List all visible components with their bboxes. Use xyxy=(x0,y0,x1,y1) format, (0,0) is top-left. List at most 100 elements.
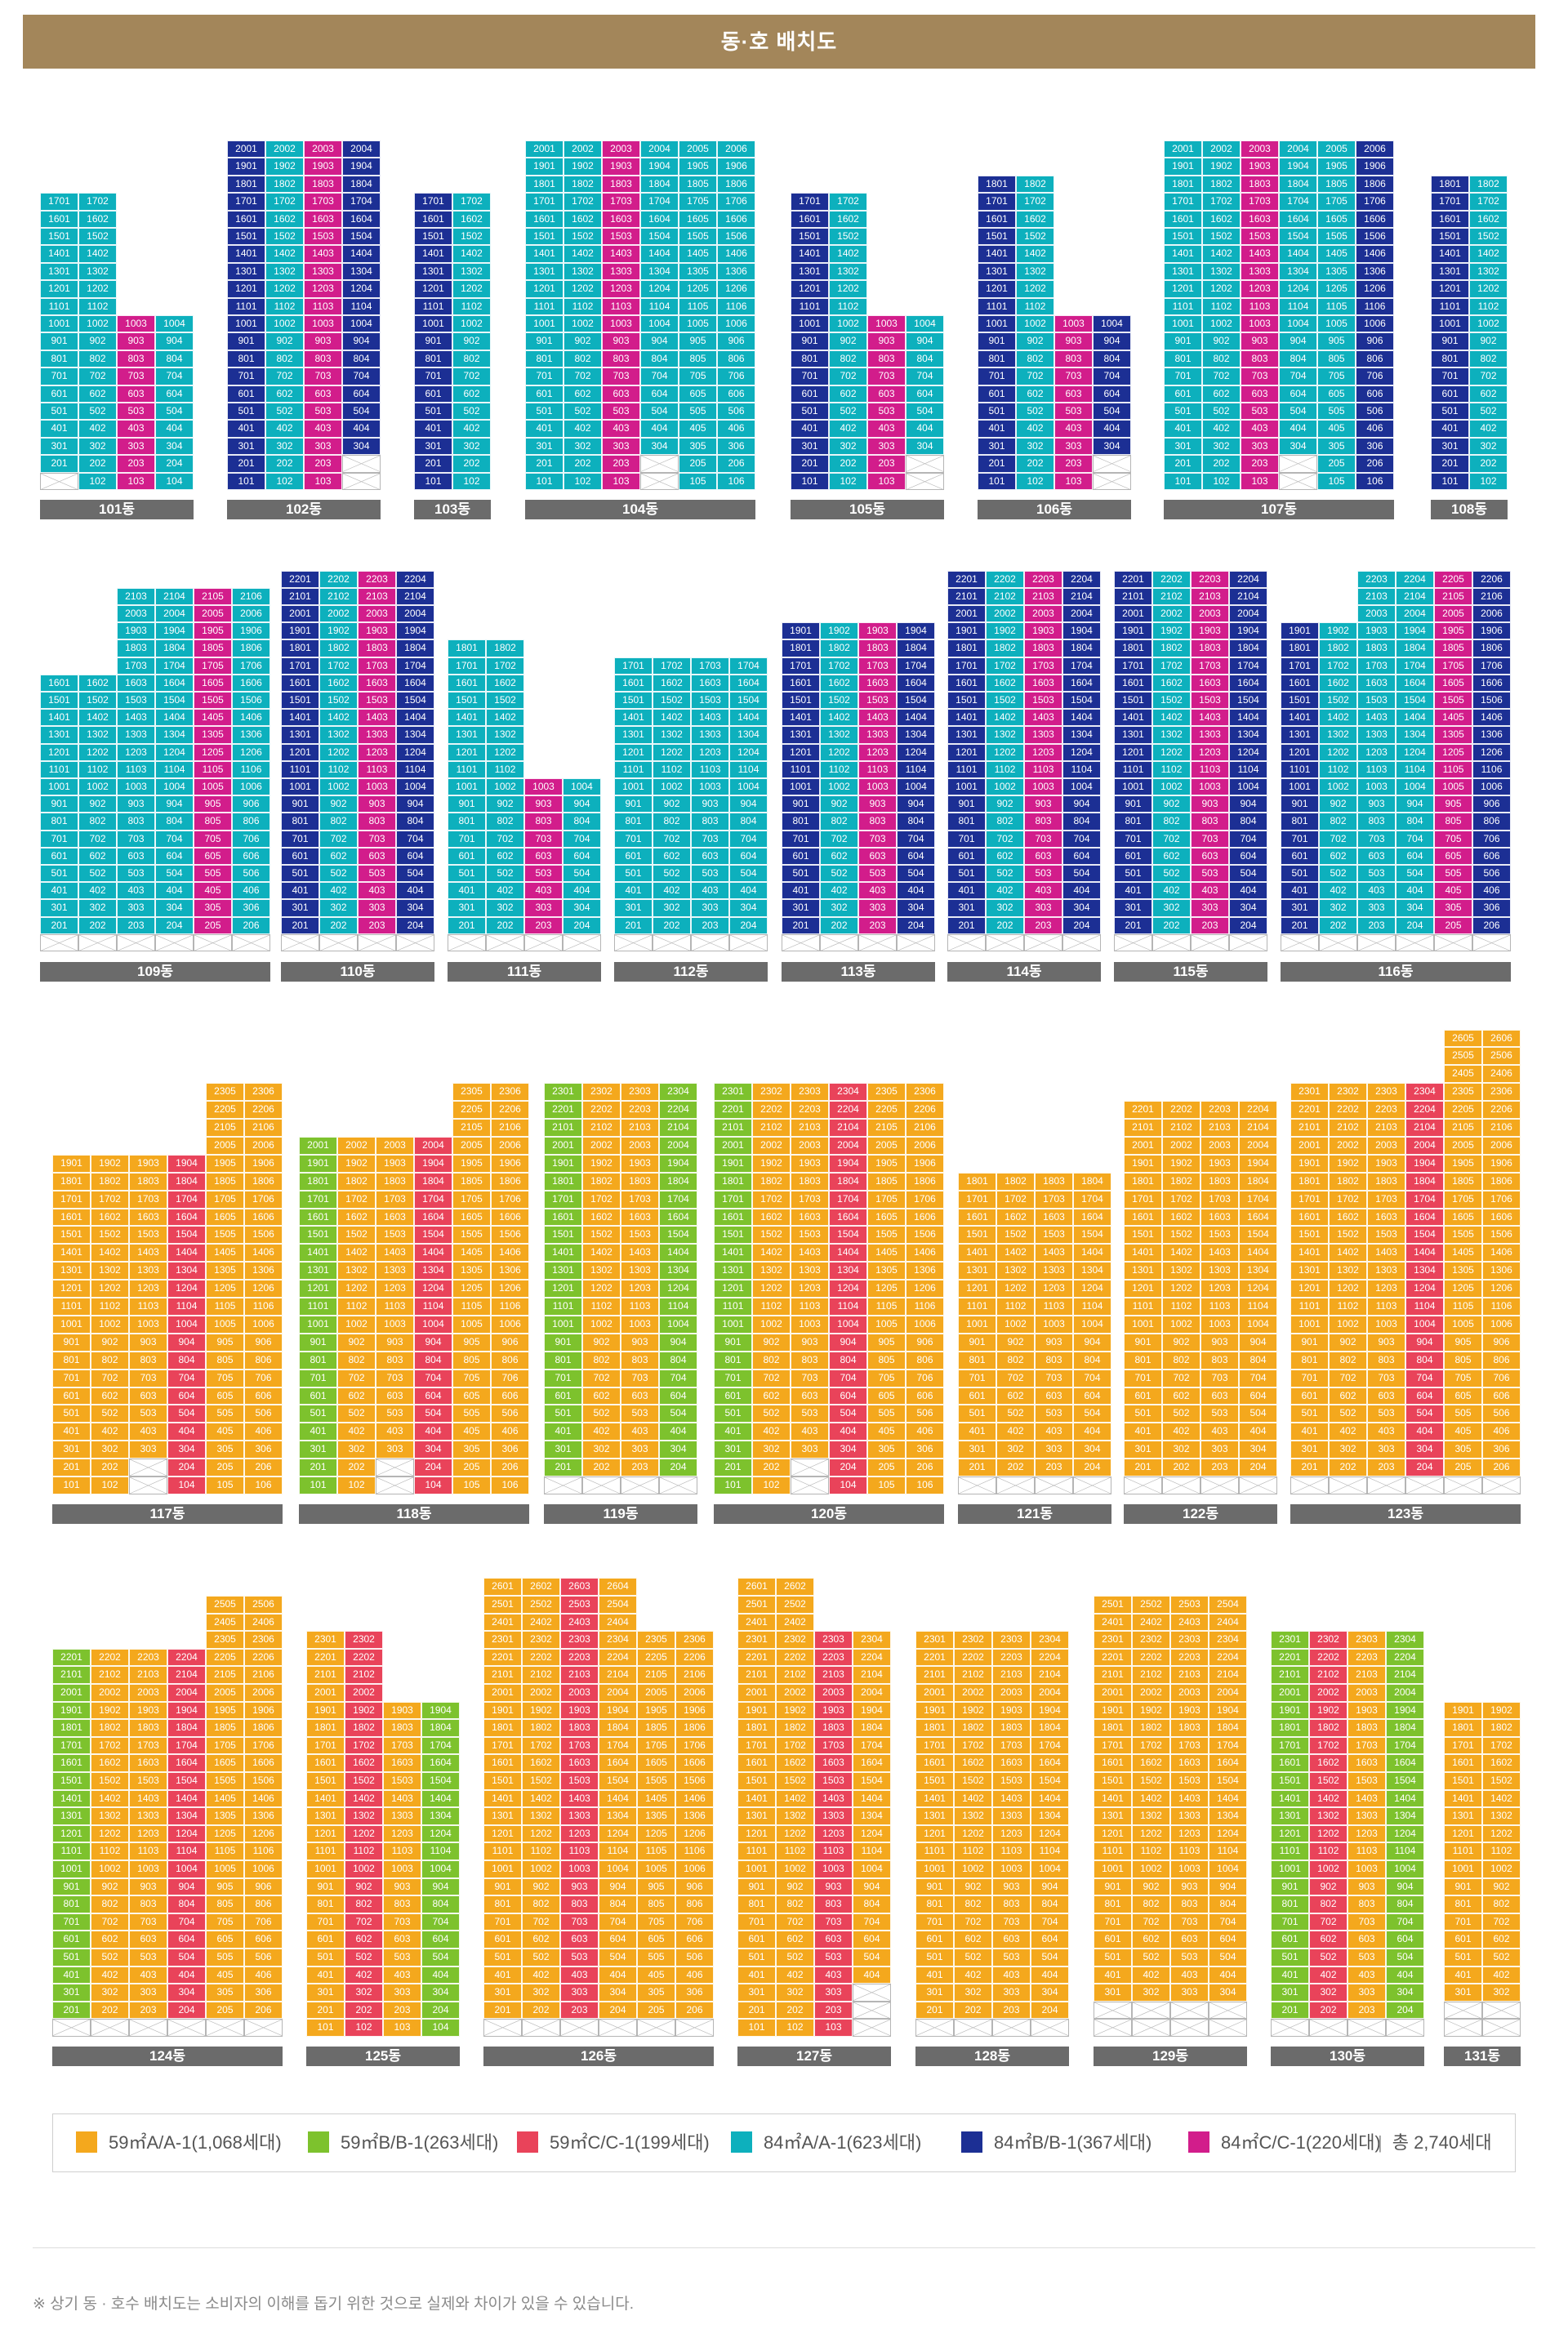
unit-cell: 802 xyxy=(829,350,867,368)
unit-cell: 1202 xyxy=(78,743,117,761)
unit-cell: 903 xyxy=(1357,795,1396,813)
unit-cell: 2502 xyxy=(1132,1596,1170,1614)
unit-cell: 203 xyxy=(858,916,897,934)
unit-cell: 1804 xyxy=(167,1719,206,1737)
unit-cell: 1804 xyxy=(396,639,434,657)
unit-cell: 1006 xyxy=(906,1315,944,1334)
unit-cell: 1303 xyxy=(376,1262,414,1281)
unit-cell: 1103 xyxy=(129,1842,167,1860)
unit-cell: 1003 xyxy=(1367,1315,1405,1334)
unit-cell: 304 xyxy=(563,899,601,917)
unit-cell: 603 xyxy=(1024,847,1062,865)
unit-cell: 402 xyxy=(1152,882,1191,900)
unit-cell: 1802 xyxy=(1152,639,1191,657)
unit-cell: 402 xyxy=(91,1966,129,1984)
unit-cell: 1104 xyxy=(414,1298,452,1316)
building: 101 201 301 401 501 601 701 801 901 1001 1101 1201 1… xyxy=(299,1083,529,1524)
unit-cell: 1405 xyxy=(206,1244,244,1263)
unit-cell: 603 xyxy=(358,847,396,865)
unit-cell: 802 xyxy=(91,1895,129,1913)
unit-cell: 1605 xyxy=(1317,210,1356,228)
building-label: 124동 xyxy=(52,2047,283,2066)
unit-cell: 2005 xyxy=(1444,1136,1482,1155)
unit-cell: 903 xyxy=(129,1877,167,1896)
unit-cell: 1106 xyxy=(1472,760,1511,778)
unit-cell: 1402 xyxy=(522,1789,560,1808)
unit-cell: 404 xyxy=(167,1966,206,1984)
unit-cell: 1204 xyxy=(421,1824,460,1843)
unit-cell: 302 xyxy=(1319,899,1357,917)
unit-cell: 1802 xyxy=(1132,1719,1170,1737)
unit-cell: 901 xyxy=(737,1877,776,1896)
building-label: 110동 xyxy=(281,961,434,982)
unit-cell: 1102 xyxy=(1319,760,1357,778)
empty-unit xyxy=(1271,2019,1309,2037)
unit-cell: 502 xyxy=(1162,1405,1200,1423)
unit-cell: 1203 xyxy=(1357,743,1396,761)
unit-cell: 402 xyxy=(452,420,491,438)
unit-cell: 1306 xyxy=(244,1807,283,1825)
unit-cell: 1704 xyxy=(829,1190,867,1209)
unit-cell: 805 xyxy=(867,1351,906,1370)
unit-cell: 1705 xyxy=(194,657,232,675)
unit-cell: 401 xyxy=(299,1423,337,1441)
unit-cell: 2102 xyxy=(954,1666,992,1684)
unit-cell: 902 xyxy=(582,1333,621,1352)
unit-cell: 2104 xyxy=(155,587,194,605)
unit-cell: 1302 xyxy=(653,726,691,744)
unit-cell: 401 xyxy=(40,882,78,900)
unit-cell: 106 xyxy=(717,472,755,490)
unit-cell: 1201 xyxy=(483,1824,522,1843)
empty-unit xyxy=(1209,2001,1247,2020)
unit-cell: 1102 xyxy=(1469,297,1508,315)
unit-cell: 1401 xyxy=(958,1244,996,1263)
unit-cell: 1804 xyxy=(829,1172,867,1191)
unit-cell: 803 xyxy=(858,813,897,831)
unit-cell: 1504 xyxy=(1062,691,1101,710)
unit-cell: 1306 xyxy=(1472,726,1511,744)
empty-unit xyxy=(342,472,381,490)
unit-cell: 1702 xyxy=(337,1190,376,1209)
unit-cell: 1604 xyxy=(167,1754,206,1772)
empty-unit xyxy=(858,933,897,951)
unit-cell: 806 xyxy=(906,1351,944,1370)
unit-cell: 901 xyxy=(281,795,319,813)
unit-cell: 1704 xyxy=(1386,1736,1424,1755)
unit-cell: 201 xyxy=(227,455,265,473)
unit-cell: 901 xyxy=(544,1333,582,1352)
unit-cell: 1701 xyxy=(791,193,829,211)
unit-cell: 2005 xyxy=(867,1136,906,1155)
unit-cell: 1001 xyxy=(1094,1860,1132,1878)
unit-cell: 1001 xyxy=(714,1315,752,1334)
unit-cell: 506 xyxy=(1472,864,1511,883)
unit-cell: 1901 xyxy=(544,1154,582,1173)
unit-cell: 1002 xyxy=(319,777,358,796)
unit-cell: 903 xyxy=(358,795,396,813)
unit-cell: 1704 xyxy=(414,1190,452,1209)
unit-cell: 1601 xyxy=(448,674,486,692)
unit-cell: 1001 xyxy=(782,777,820,796)
unit-cell: 1404 xyxy=(342,245,381,263)
unit-cell: 1003 xyxy=(1054,314,1093,333)
unit-cell: 1802 xyxy=(1202,175,1241,194)
unit-cell: 102 xyxy=(752,1477,791,1494)
unit-cell: 906 xyxy=(232,795,270,813)
unit-cell: 801 xyxy=(40,350,78,368)
unit-cell: 503 xyxy=(1024,864,1062,883)
unit-cell: 506 xyxy=(906,1405,944,1423)
empty-unit xyxy=(1482,2019,1521,2037)
unit-cell: 1605 xyxy=(206,1208,244,1227)
unit-cell: 401 xyxy=(1444,1966,1482,1984)
unit-cell: 203 xyxy=(1357,916,1396,934)
unit-cell: 1002 xyxy=(776,1860,814,1878)
unit-cell: 303 xyxy=(358,899,396,917)
unit-cell: 203 xyxy=(1348,2001,1386,2020)
unit-cell: 1904 xyxy=(1062,622,1101,640)
unit-cell: 903 xyxy=(304,332,342,350)
unit-cell: 2304 xyxy=(659,1083,697,1102)
unit-cell: 1603 xyxy=(691,674,729,692)
unit-cell: 2203 xyxy=(992,1648,1031,1667)
unit-cell: 401 xyxy=(52,1423,91,1441)
unit-cell: 1701 xyxy=(1431,193,1469,211)
unit-cell: 2003 xyxy=(791,1136,829,1155)
